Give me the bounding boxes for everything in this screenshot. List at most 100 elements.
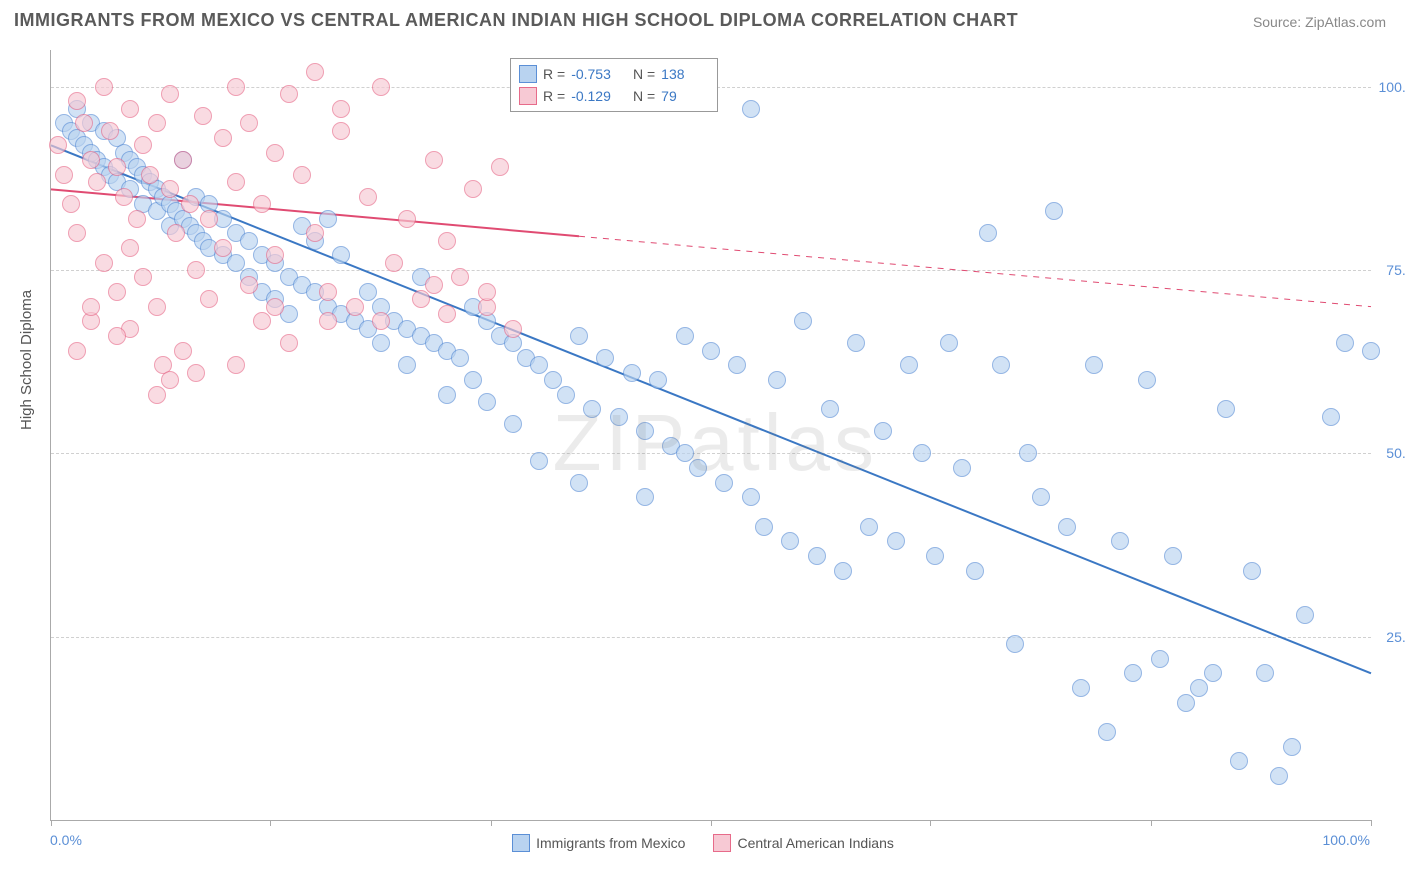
scatter-point <box>702 342 720 360</box>
scatter-point <box>728 356 746 374</box>
scatter-point <box>794 312 812 330</box>
scatter-point <box>1230 752 1248 770</box>
legend-swatch <box>519 65 537 83</box>
scatter-point <box>68 224 86 242</box>
bottom-legend-item: Immigrants from Mexico <box>512 834 685 852</box>
legend-n-label: N = <box>625 85 655 107</box>
scatter-point <box>742 488 760 506</box>
scatter-point <box>214 129 232 147</box>
scatter-point <box>676 444 694 462</box>
scatter-point <box>1164 547 1182 565</box>
scatter-point <box>623 364 641 382</box>
scatter-point <box>240 232 258 250</box>
scatter-point <box>913 444 931 462</box>
x-tick <box>930 820 931 826</box>
scatter-point <box>874 422 892 440</box>
bottom-legend-item: Central American Indians <box>713 834 893 852</box>
scatter-point <box>689 459 707 477</box>
scatter-point <box>755 518 773 536</box>
scatter-point <box>530 452 548 470</box>
legend-swatch <box>519 87 537 105</box>
scatter-point <box>134 136 152 154</box>
scatter-point <box>1085 356 1103 374</box>
scatter-point <box>95 78 113 96</box>
legend-n-label: N = <box>625 63 655 85</box>
scatter-point <box>161 371 179 389</box>
scatter-point <box>148 386 166 404</box>
scatter-point <box>438 232 456 250</box>
scatter-point <box>478 393 496 411</box>
scatter-point <box>372 334 390 352</box>
scatter-point <box>1204 664 1222 682</box>
scatter-point <box>167 224 185 242</box>
y-axis-label: High School Diploma <box>18 290 35 430</box>
scatter-point <box>88 173 106 191</box>
scatter-point <box>1151 650 1169 668</box>
x-tick <box>491 820 492 826</box>
scatter-point <box>926 547 944 565</box>
scatter-point <box>398 210 416 228</box>
scatter-point <box>570 474 588 492</box>
scatter-point <box>1190 679 1208 697</box>
scatter-point <box>425 276 443 294</box>
legend-row: R = -0.129 N = 79 <box>519 85 709 107</box>
x-tick <box>1371 820 1372 826</box>
scatter-point <box>1072 679 1090 697</box>
scatter-point <box>1362 342 1380 360</box>
scatter-point <box>359 188 377 206</box>
scatter-point <box>992 356 1010 374</box>
scatter-point <box>372 312 390 330</box>
scatter-point <box>161 85 179 103</box>
scatter-point <box>240 276 258 294</box>
scatter-point <box>504 415 522 433</box>
scatter-point <box>1243 562 1261 580</box>
plot-area: 25.0%50.0%75.0%100.0%ZIPatlas <box>50 50 1371 821</box>
scatter-point <box>134 268 152 286</box>
scatter-point <box>1124 664 1142 682</box>
scatter-point <box>359 283 377 301</box>
scatter-point <box>438 305 456 323</box>
legend-n-value: 79 <box>661 85 709 107</box>
scatter-point <box>398 356 416 374</box>
scatter-point <box>214 239 232 257</box>
scatter-point <box>887 532 905 550</box>
scatter-point <box>1177 694 1195 712</box>
legend-r-label: R = <box>543 85 565 107</box>
scatter-point <box>293 166 311 184</box>
scatter-point <box>530 356 548 374</box>
scatter-point <box>266 246 284 264</box>
legend-r-value: -0.129 <box>571 85 619 107</box>
scatter-point <box>253 195 271 213</box>
scatter-point <box>808 547 826 565</box>
scatter-point <box>715 474 733 492</box>
scatter-point <box>1111 532 1129 550</box>
scatter-point <box>1138 371 1156 389</box>
y-tick-label: 25.0% <box>1386 629 1406 645</box>
scatter-point <box>834 562 852 580</box>
scatter-point <box>306 224 324 242</box>
scatter-point <box>108 283 126 301</box>
scatter-point <box>636 422 654 440</box>
scatter-point <box>1098 723 1116 741</box>
scatter-point <box>227 356 245 374</box>
scatter-point <box>372 78 390 96</box>
scatter-point <box>332 100 350 118</box>
scatter-point <box>478 283 496 301</box>
x-tick <box>1151 820 1152 826</box>
scatter-point <box>227 173 245 191</box>
scatter-point <box>1283 738 1301 756</box>
scatter-point <box>385 254 403 272</box>
scatter-point <box>570 327 588 345</box>
scatter-point <box>610 408 628 426</box>
scatter-point <box>187 364 205 382</box>
source-credit: Source: ZipAtlas.com <box>1253 14 1386 30</box>
scatter-point <box>491 158 509 176</box>
scatter-point <box>1270 767 1288 785</box>
scatter-point <box>860 518 878 536</box>
scatter-point <box>464 180 482 198</box>
y-tick-label: 100.0% <box>1379 79 1406 95</box>
scatter-point <box>940 334 958 352</box>
scatter-point <box>319 210 337 228</box>
scatter-point <box>1296 606 1314 624</box>
scatter-point <box>768 371 786 389</box>
